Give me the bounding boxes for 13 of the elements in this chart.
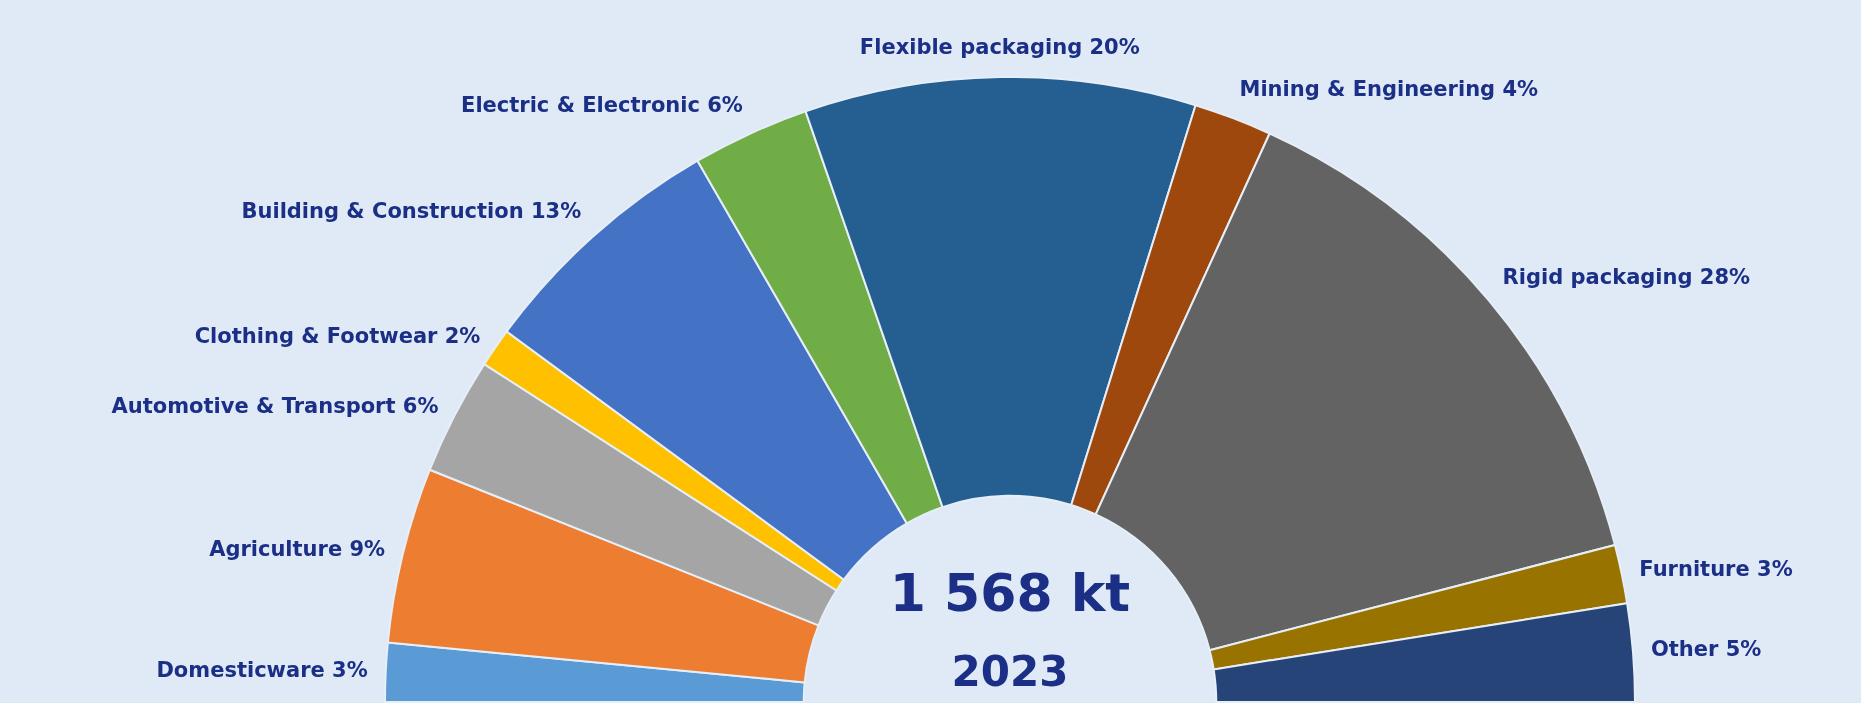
slice-label: Other 5% [1650,637,1762,662]
slice-label: Mining & Engineering 4% [1239,77,1539,102]
slice-label: Furniture 3% [1639,556,1793,581]
slice-label: Automotive & Transport 6% [111,393,439,418]
slice-label: Electric & Electronic 6% [461,93,743,118]
text: 1 568 kt [889,562,1131,623]
slice-label: Flexible packaging 20% [859,35,1140,60]
slice-label: Domesticware 3% [156,657,368,682]
text: 2023 [951,646,1069,696]
slice-label: Clothing & Footwear 2% [194,323,481,348]
slice-label: Rigid packaging 28% [1502,264,1751,289]
slice-label: Building & Construction 13% [241,198,582,223]
slice-label: Agriculture 9% [209,536,386,561]
